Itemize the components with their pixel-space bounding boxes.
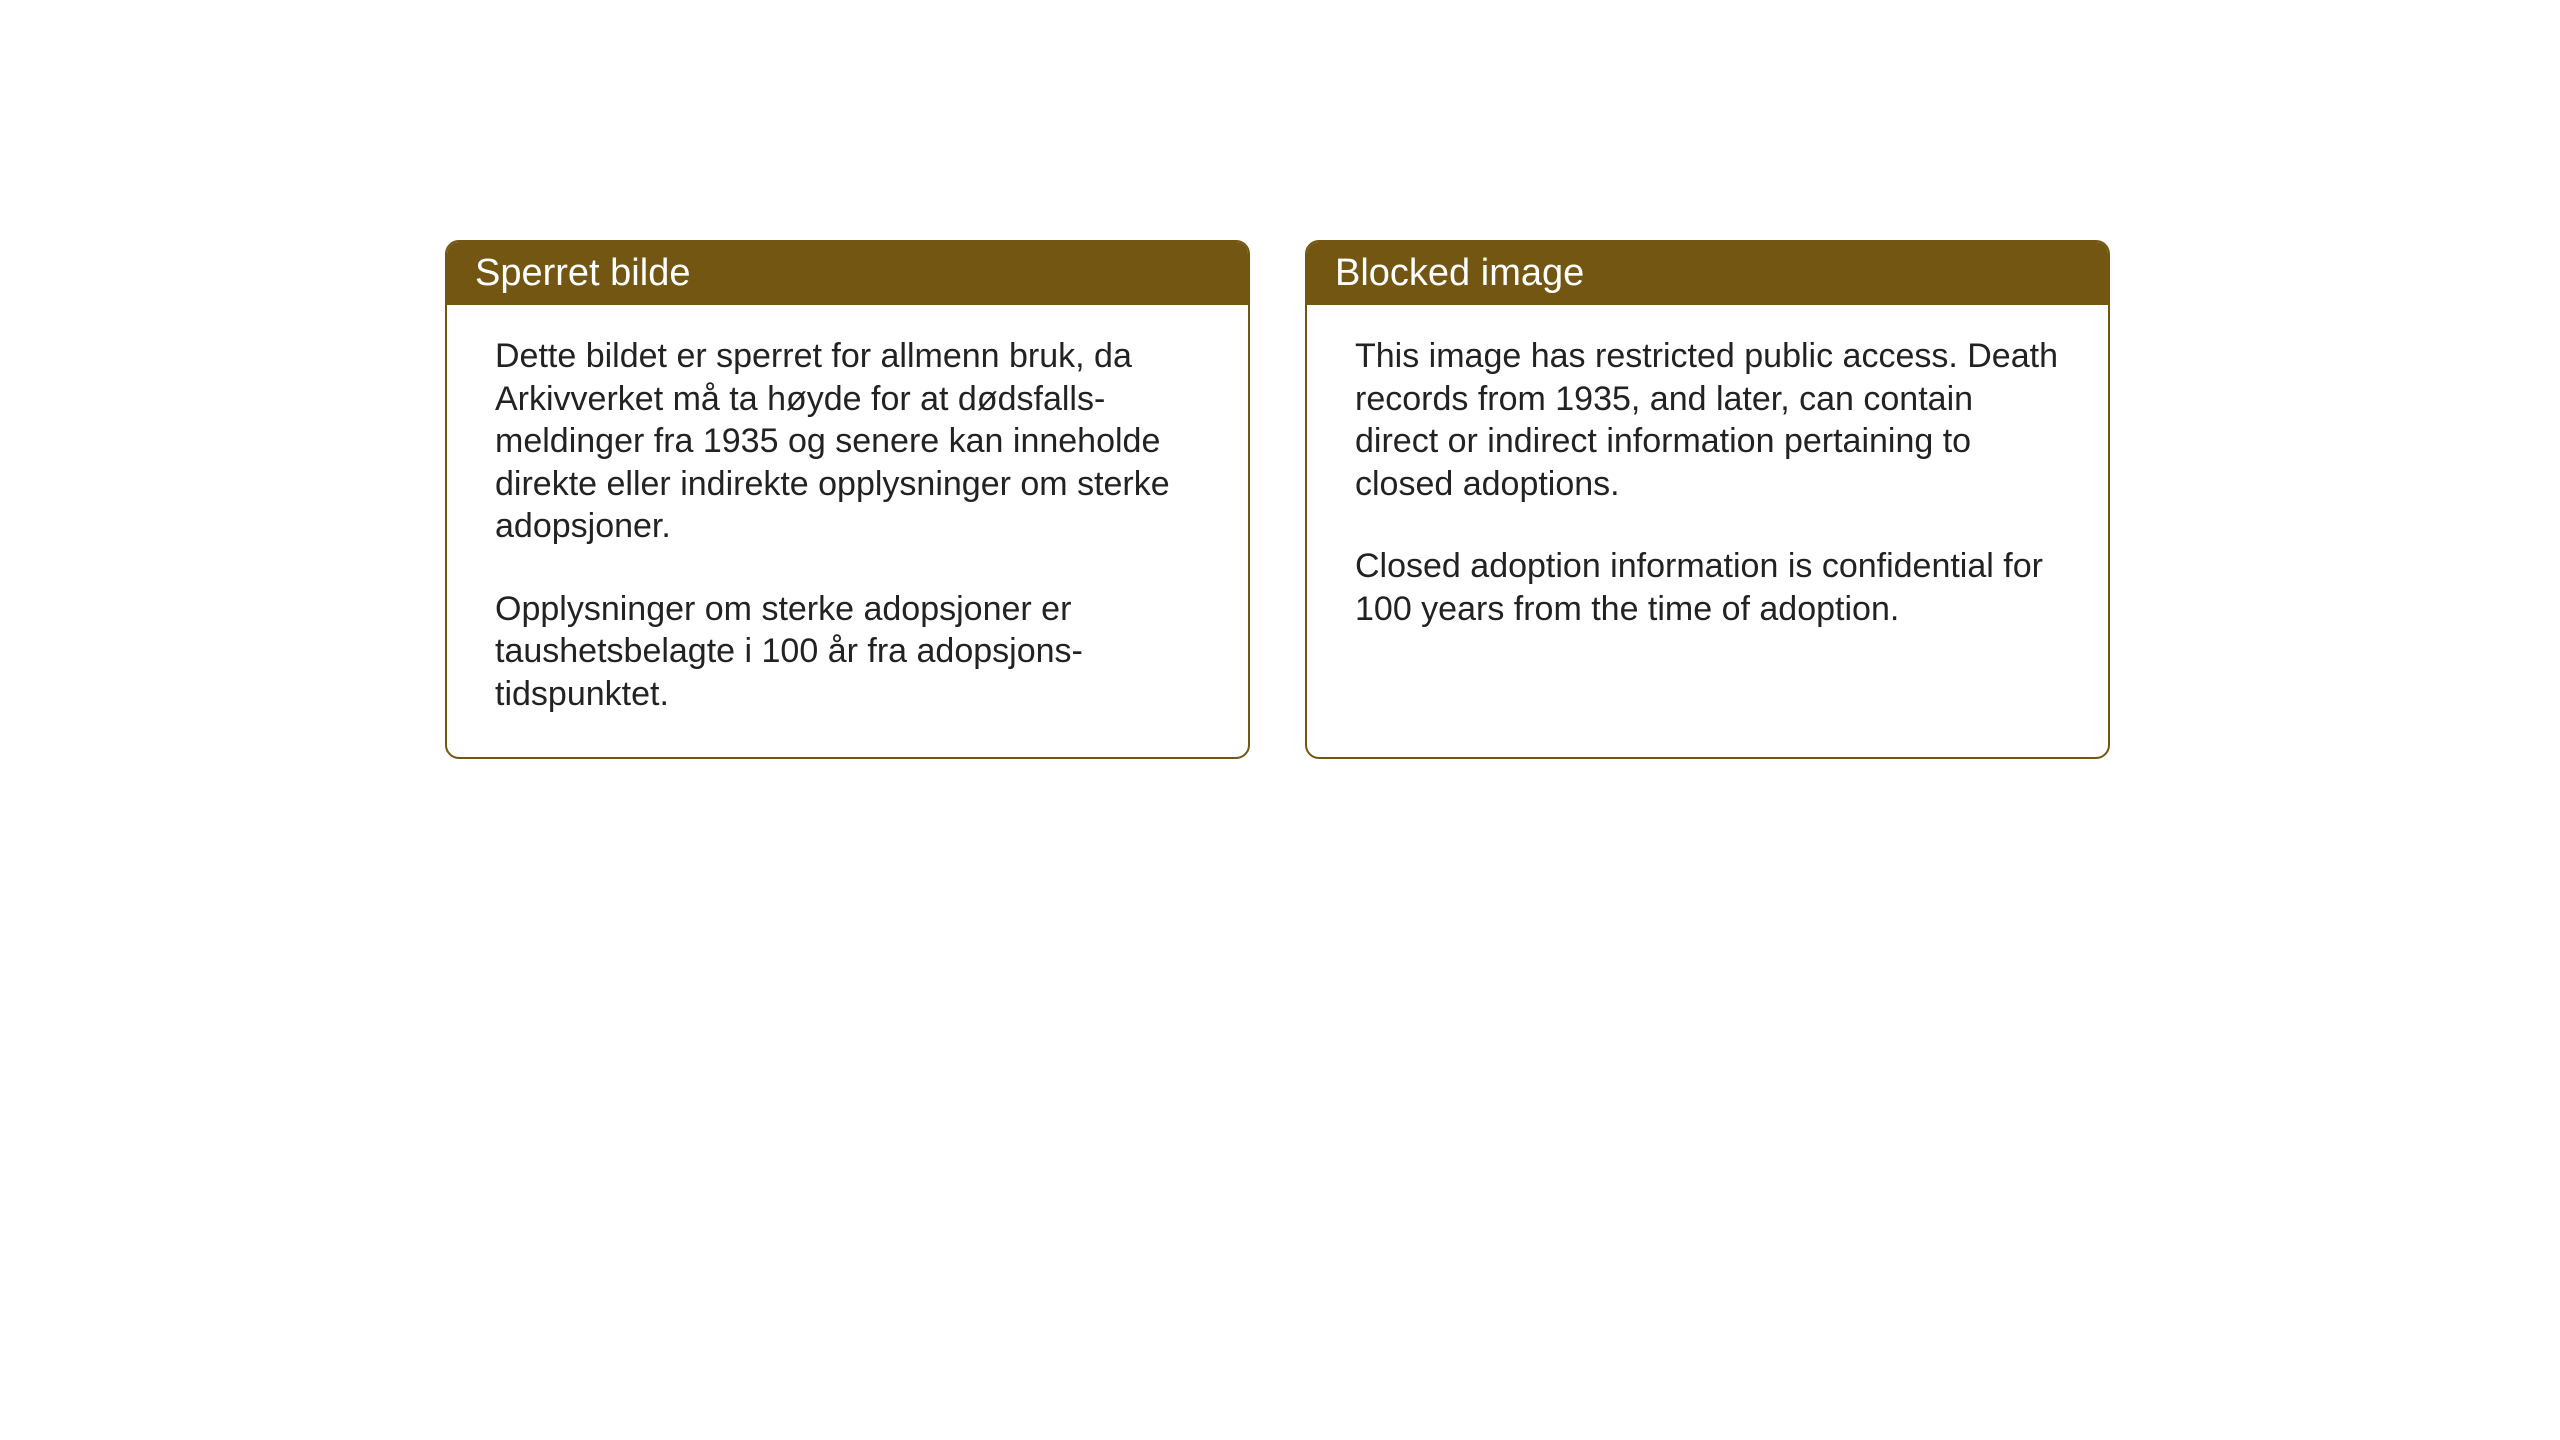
notice-paragraph-2-english: Closed adoption information is confident…	[1355, 545, 2060, 630]
notice-body-english: This image has restricted public access.…	[1307, 305, 2108, 672]
notice-box-english: Blocked image This image has restricted …	[1305, 240, 2110, 759]
notice-paragraph-1-norwegian: Dette bildet er sperret for allmenn bruk…	[495, 335, 1200, 548]
notice-paragraph-2-norwegian: Opplysninger om sterke adopsjoner er tau…	[495, 588, 1200, 716]
notice-body-norwegian: Dette bildet er sperret for allmenn bruk…	[447, 305, 1248, 757]
notice-title-english: Blocked image	[1335, 252, 1584, 294]
notice-header-norwegian: Sperret bilde	[447, 242, 1248, 305]
notice-paragraph-1-english: This image has restricted public access.…	[1355, 335, 2060, 505]
notice-box-norwegian: Sperret bilde Dette bildet er sperret fo…	[445, 240, 1250, 759]
notice-container: Sperret bilde Dette bildet er sperret fo…	[445, 240, 2110, 759]
notice-header-english: Blocked image	[1307, 242, 2108, 305]
notice-title-norwegian: Sperret bilde	[475, 252, 690, 294]
